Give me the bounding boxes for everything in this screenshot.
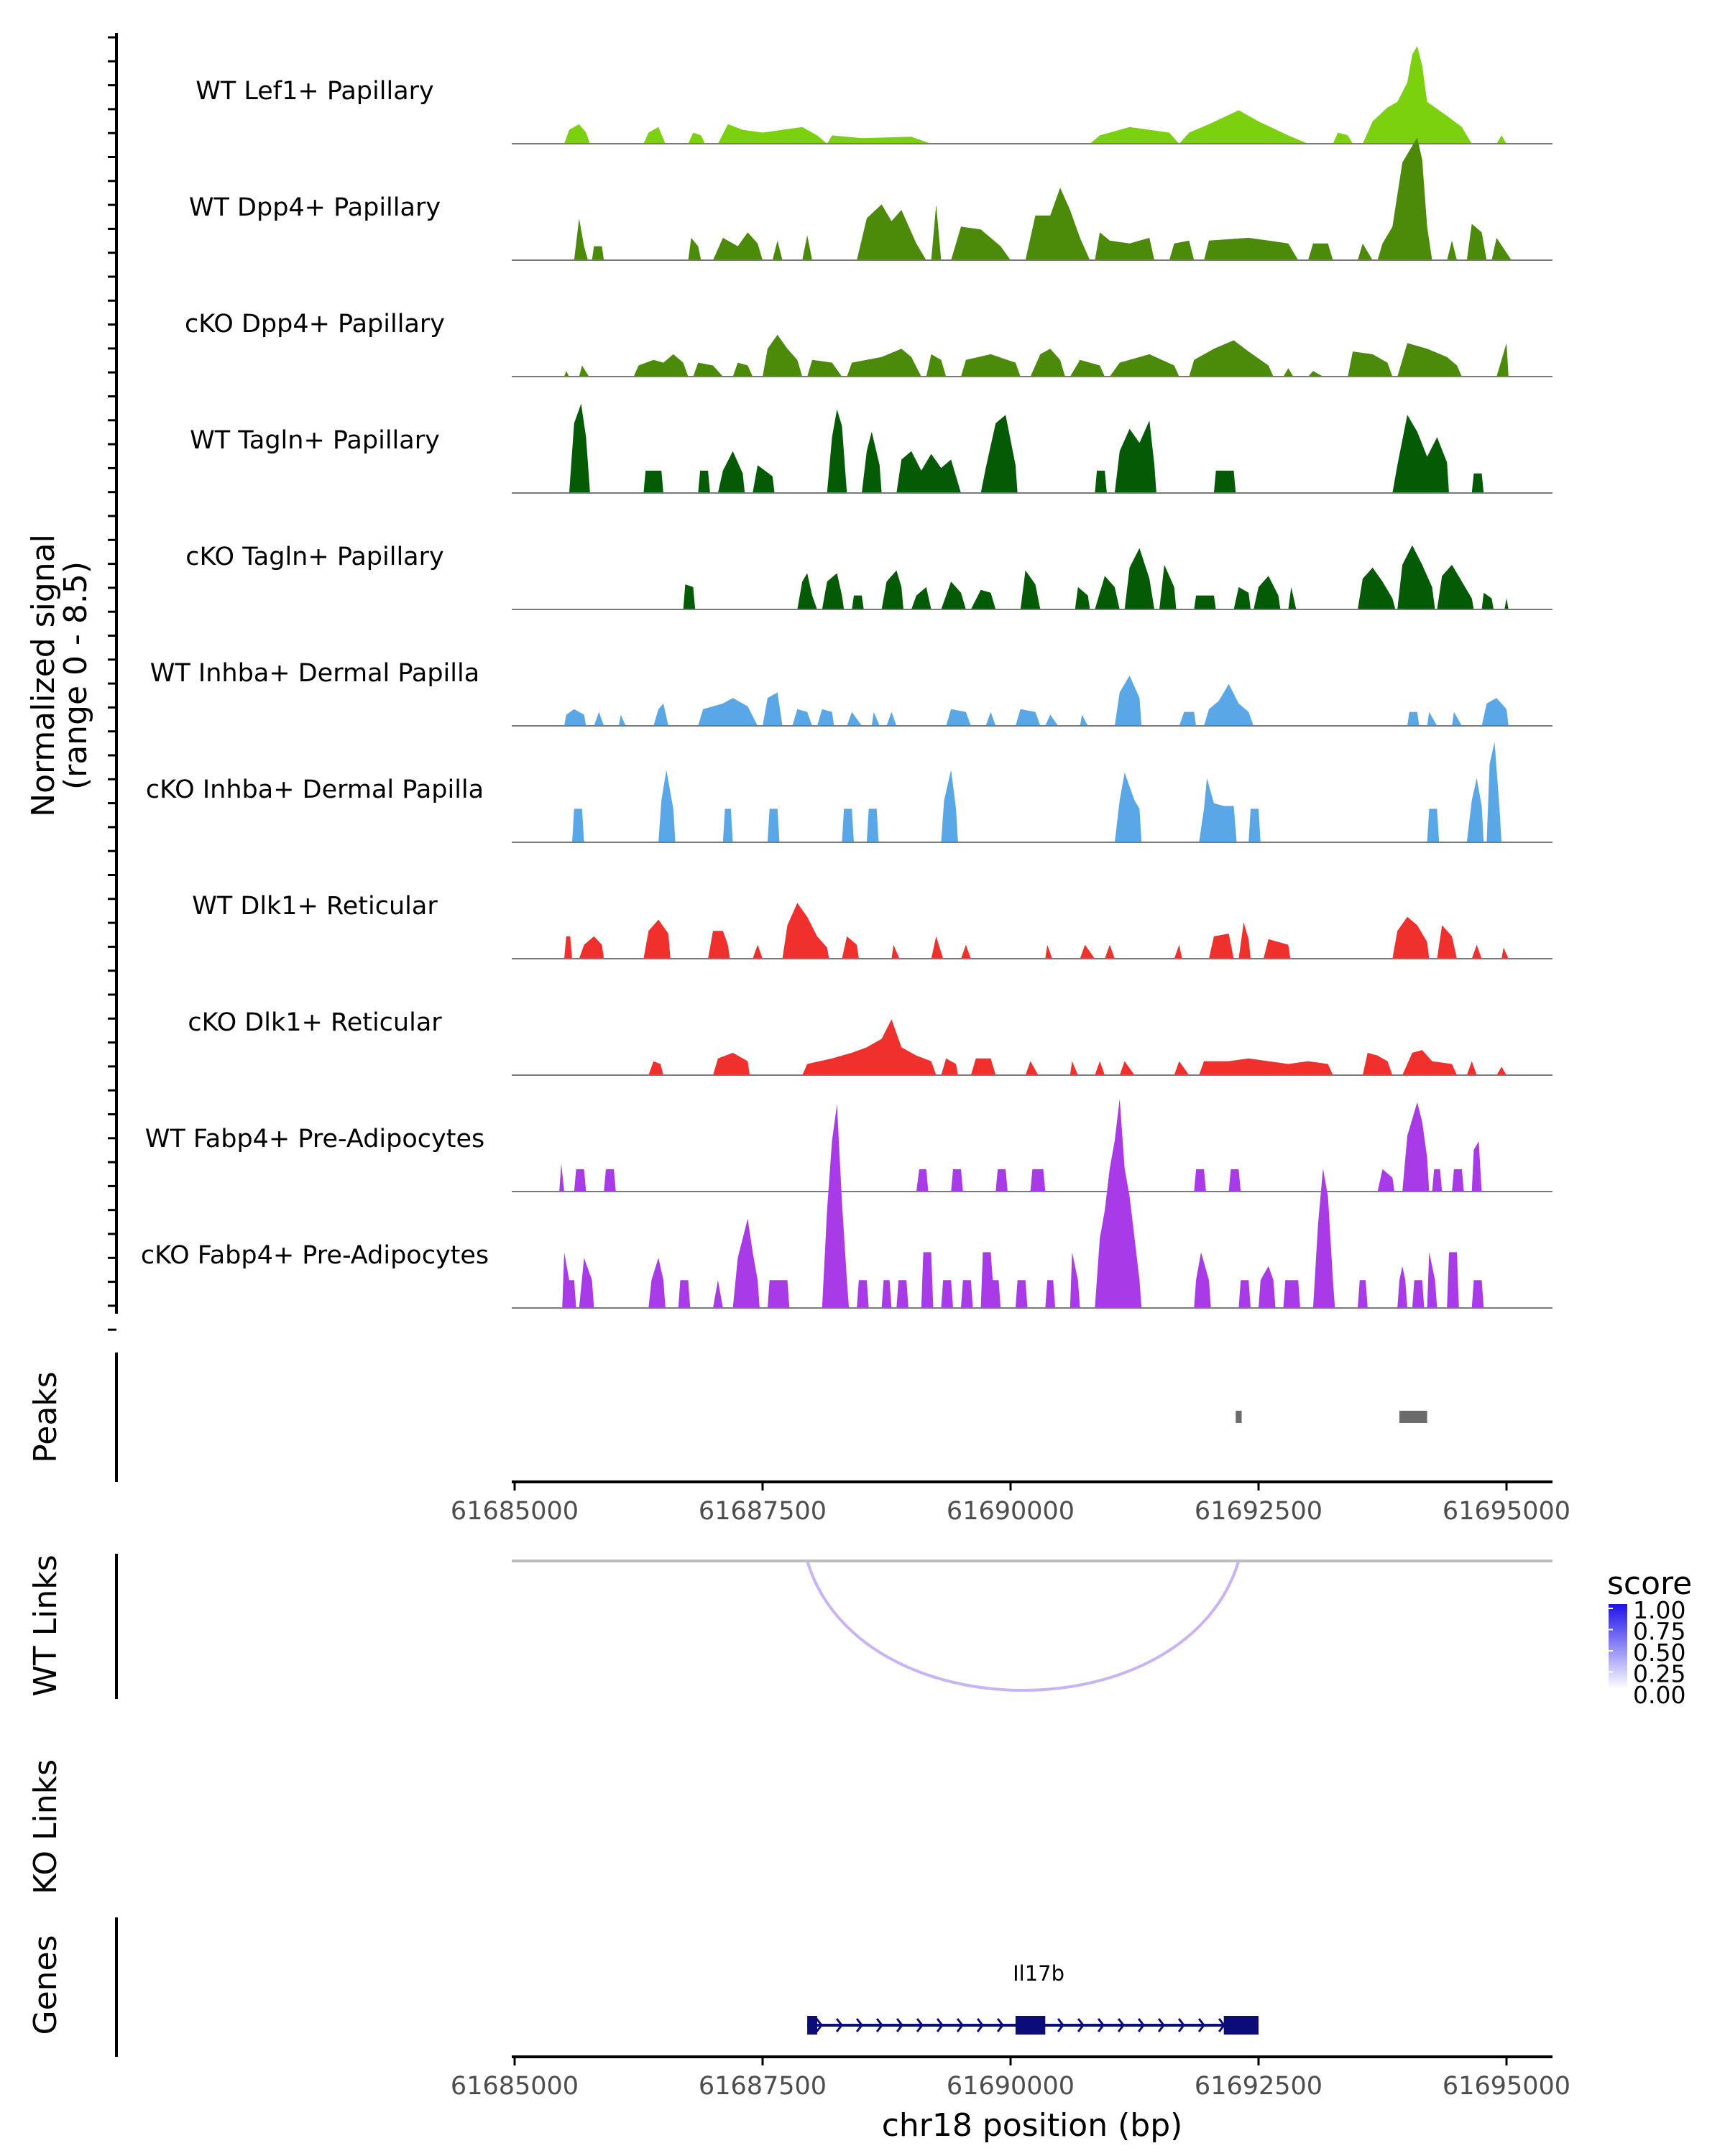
- genes-x-tick-label: 61687500: [699, 2072, 827, 2101]
- coverage-area: [564, 676, 1509, 726]
- strand-arrow: [996, 2018, 1005, 2032]
- peaks-x-tick-label: 61690000: [947, 1497, 1075, 1526]
- track-label: WT Tagln+ Papillary: [190, 426, 440, 455]
- track-label: cKO Fabp4+ Pre-Adipocytes: [141, 1241, 489, 1270]
- peak-region: [1399, 1411, 1427, 1423]
- legend-tick-label: 0.75: [1633, 1618, 1685, 1646]
- strand-arrow: [956, 2018, 965, 2032]
- genes-x-tick-label: 61695000: [1443, 2072, 1570, 2101]
- track-label: cKO Tagln+ Papillary: [185, 543, 444, 571]
- genes-x-tick-label: 61692500: [1195, 2072, 1322, 2101]
- peaks-panel: Peaks 61685000 61687500 61690000 61692500 616…: [27, 1353, 1570, 1526]
- peaks-x-tick-label: 61695000: [1443, 1497, 1570, 1526]
- strand-arrow: [936, 2018, 944, 2032]
- legend-title: score: [1607, 1565, 1692, 1602]
- strand-arrow: [1137, 2018, 1146, 2032]
- strand-arrow: [1197, 2018, 1206, 2032]
- coverage-area: [564, 334, 1509, 377]
- signal-axis: [108, 33, 118, 1331]
- peaks-x-tick-label: 61692500: [1195, 1497, 1322, 1526]
- track-label: cKO Dpp4+ Papillary: [185, 310, 445, 338]
- coverage-area: [648, 1019, 1506, 1075]
- peak-region: [1236, 1411, 1242, 1423]
- y-axis-label-range: (range 0 - 8.5): [58, 561, 94, 790]
- legend-colorbar: [1609, 1604, 1627, 1689]
- track-label: cKO Dlk1+ Reticular: [188, 1008, 442, 1037]
- track-label: WT Lef1+ Papillary: [196, 77, 434, 106]
- strand-arrow: [916, 2018, 924, 2032]
- strand-arrow: [1117, 2018, 1126, 2032]
- strand-arrow: [815, 2018, 824, 2032]
- legend-tick-label: 1.00: [1633, 1596, 1685, 1624]
- strand-arrow: [875, 2018, 884, 2032]
- track-label: WT Fabp4+ Pre-Adipocytes: [145, 1125, 484, 1153]
- strand-arrow: [1077, 2018, 1085, 2032]
- coverage-tracks: WT Lef1+ Papillary WT Dpp4+ Papillary cKO …: [141, 46, 1552, 1309]
- track-label: cKO Inhba+ Dermal Papilla: [146, 775, 484, 804]
- links-panel: WT Links KO Links: [27, 1554, 1552, 1894]
- coverage-area: [683, 545, 1509, 609]
- strand-arrow: [835, 2018, 844, 2032]
- wt-links-label: WT Links: [27, 1554, 64, 1696]
- coverage-area: [564, 46, 1506, 144]
- genes-x-tick-label: 61690000: [947, 2072, 1075, 2101]
- genes-label: Genes: [27, 1935, 64, 2035]
- peaks-x-tick-label: 61687500: [699, 1497, 827, 1526]
- strand-arrow: [976, 2018, 985, 2032]
- coverage-area: [569, 403, 1484, 493]
- strand-arrow: [1157, 2018, 1166, 2032]
- genes-x-tick-label: 61685000: [451, 2072, 579, 2101]
- legend-tick-label: 0.50: [1633, 1639, 1685, 1667]
- ko-links-label: KO Links: [27, 1759, 64, 1894]
- gene-name: Il17b: [1013, 1961, 1064, 1986]
- track-label: WT Inhba+ Dermal Papilla: [150, 659, 479, 688]
- legend-tick-label: 0.00: [1633, 1681, 1685, 1709]
- strand-arrow: [1057, 2018, 1065, 2032]
- track-label: WT Dlk1+ Reticular: [192, 892, 438, 921]
- strand-arrow: [1097, 2018, 1105, 2032]
- track-label: WT Dpp4+ Papillary: [189, 193, 441, 222]
- legend-tick-label: 0.25: [1633, 1660, 1685, 1688]
- gene-exon: [1223, 2016, 1259, 2035]
- genes-panel: Genes Il17b 61685000 61687500 61690000 616925…: [27, 1917, 1570, 2101]
- coverage-area: [564, 903, 1509, 959]
- peaks-x-tick-label: 61685000: [451, 1497, 579, 1526]
- gene-exon: [1015, 2016, 1046, 2035]
- strand-arrow: [855, 2018, 864, 2032]
- peaks-label: Peaks: [27, 1371, 64, 1462]
- x-axis-label: chr18 position (bp): [882, 2107, 1183, 2144]
- coverage-area: [572, 742, 1502, 842]
- strand-arrow: [1177, 2018, 1186, 2032]
- coverage-area: [559, 1102, 1482, 1192]
- coverage-area: [562, 1098, 1484, 1308]
- link-arc: [806, 1560, 1241, 1692]
- gene-exon: [807, 2016, 817, 2035]
- strand-arrow: [896, 2018, 904, 2032]
- y-axis-label: Normalized signal: [25, 534, 62, 817]
- coverage-area: [574, 137, 1512, 260]
